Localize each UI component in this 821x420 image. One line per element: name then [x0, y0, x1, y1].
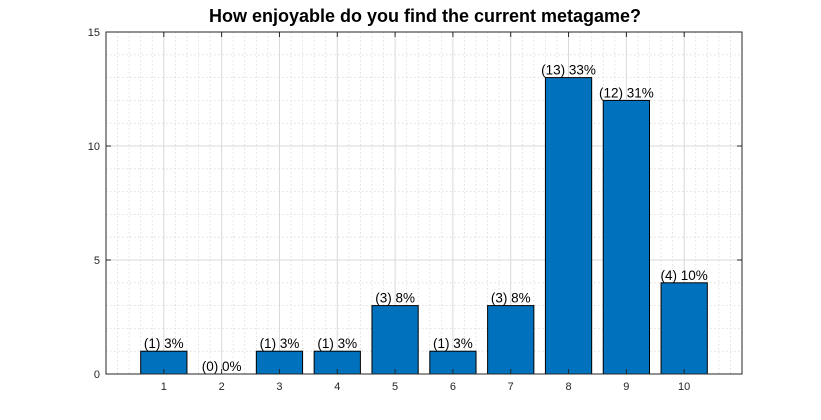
bars	[140, 77, 708, 375]
data-label-5: (3) 8%	[375, 291, 415, 306]
data-labels: (1) 3% (0) 0% (1) 3% (1) 3% (3) 8% (1) 3% (3) …	[144, 63, 708, 374]
bar-5	[371, 305, 419, 375]
data-label-7: (3) 8%	[491, 291, 531, 306]
bar-7	[487, 305, 535, 375]
x-tick-label-4: 4	[334, 381, 340, 393]
data-label-6: (1) 3%	[433, 336, 473, 351]
x-tick-label-1: 1	[161, 381, 167, 393]
data-label-8: (13) 33%	[541, 63, 596, 78]
x-tick-label-9: 9	[623, 381, 629, 393]
y-tick-label-5: 5	[94, 255, 100, 267]
x-tick-label-6: 6	[450, 381, 456, 393]
x-tick-label-5: 5	[392, 381, 398, 393]
bar-9	[602, 99, 650, 375]
axis-ticks: 1 2 3 4 5 6 7 8 9 10 0 5 10 15	[88, 27, 742, 393]
x-tick-label-3: 3	[276, 381, 282, 393]
x-tick-label-2: 2	[219, 381, 225, 393]
x-tick-label-8: 8	[565, 381, 571, 393]
bar-10	[660, 282, 708, 375]
y-tick-label-15: 15	[88, 27, 100, 39]
data-label-9: (12) 31%	[599, 85, 654, 100]
chart-title: How enjoyable do you find the current me…	[209, 6, 641, 26]
axes-box	[105, 31, 743, 375]
x-tick-label-10: 10	[678, 381, 690, 393]
y-tick-label-0: 0	[94, 369, 100, 381]
data-label-10: (4) 10%	[661, 268, 708, 283]
data-label-4: (1) 3%	[317, 336, 357, 351]
y-tick-label-10: 10	[88, 141, 100, 153]
x-tick-label-7: 7	[508, 381, 514, 393]
data-label-3: (1) 3%	[260, 336, 300, 351]
data-label-2: (0) 0%	[202, 359, 242, 374]
bar-8	[544, 77, 593, 375]
data-label-1: (1) 3%	[144, 336, 184, 351]
